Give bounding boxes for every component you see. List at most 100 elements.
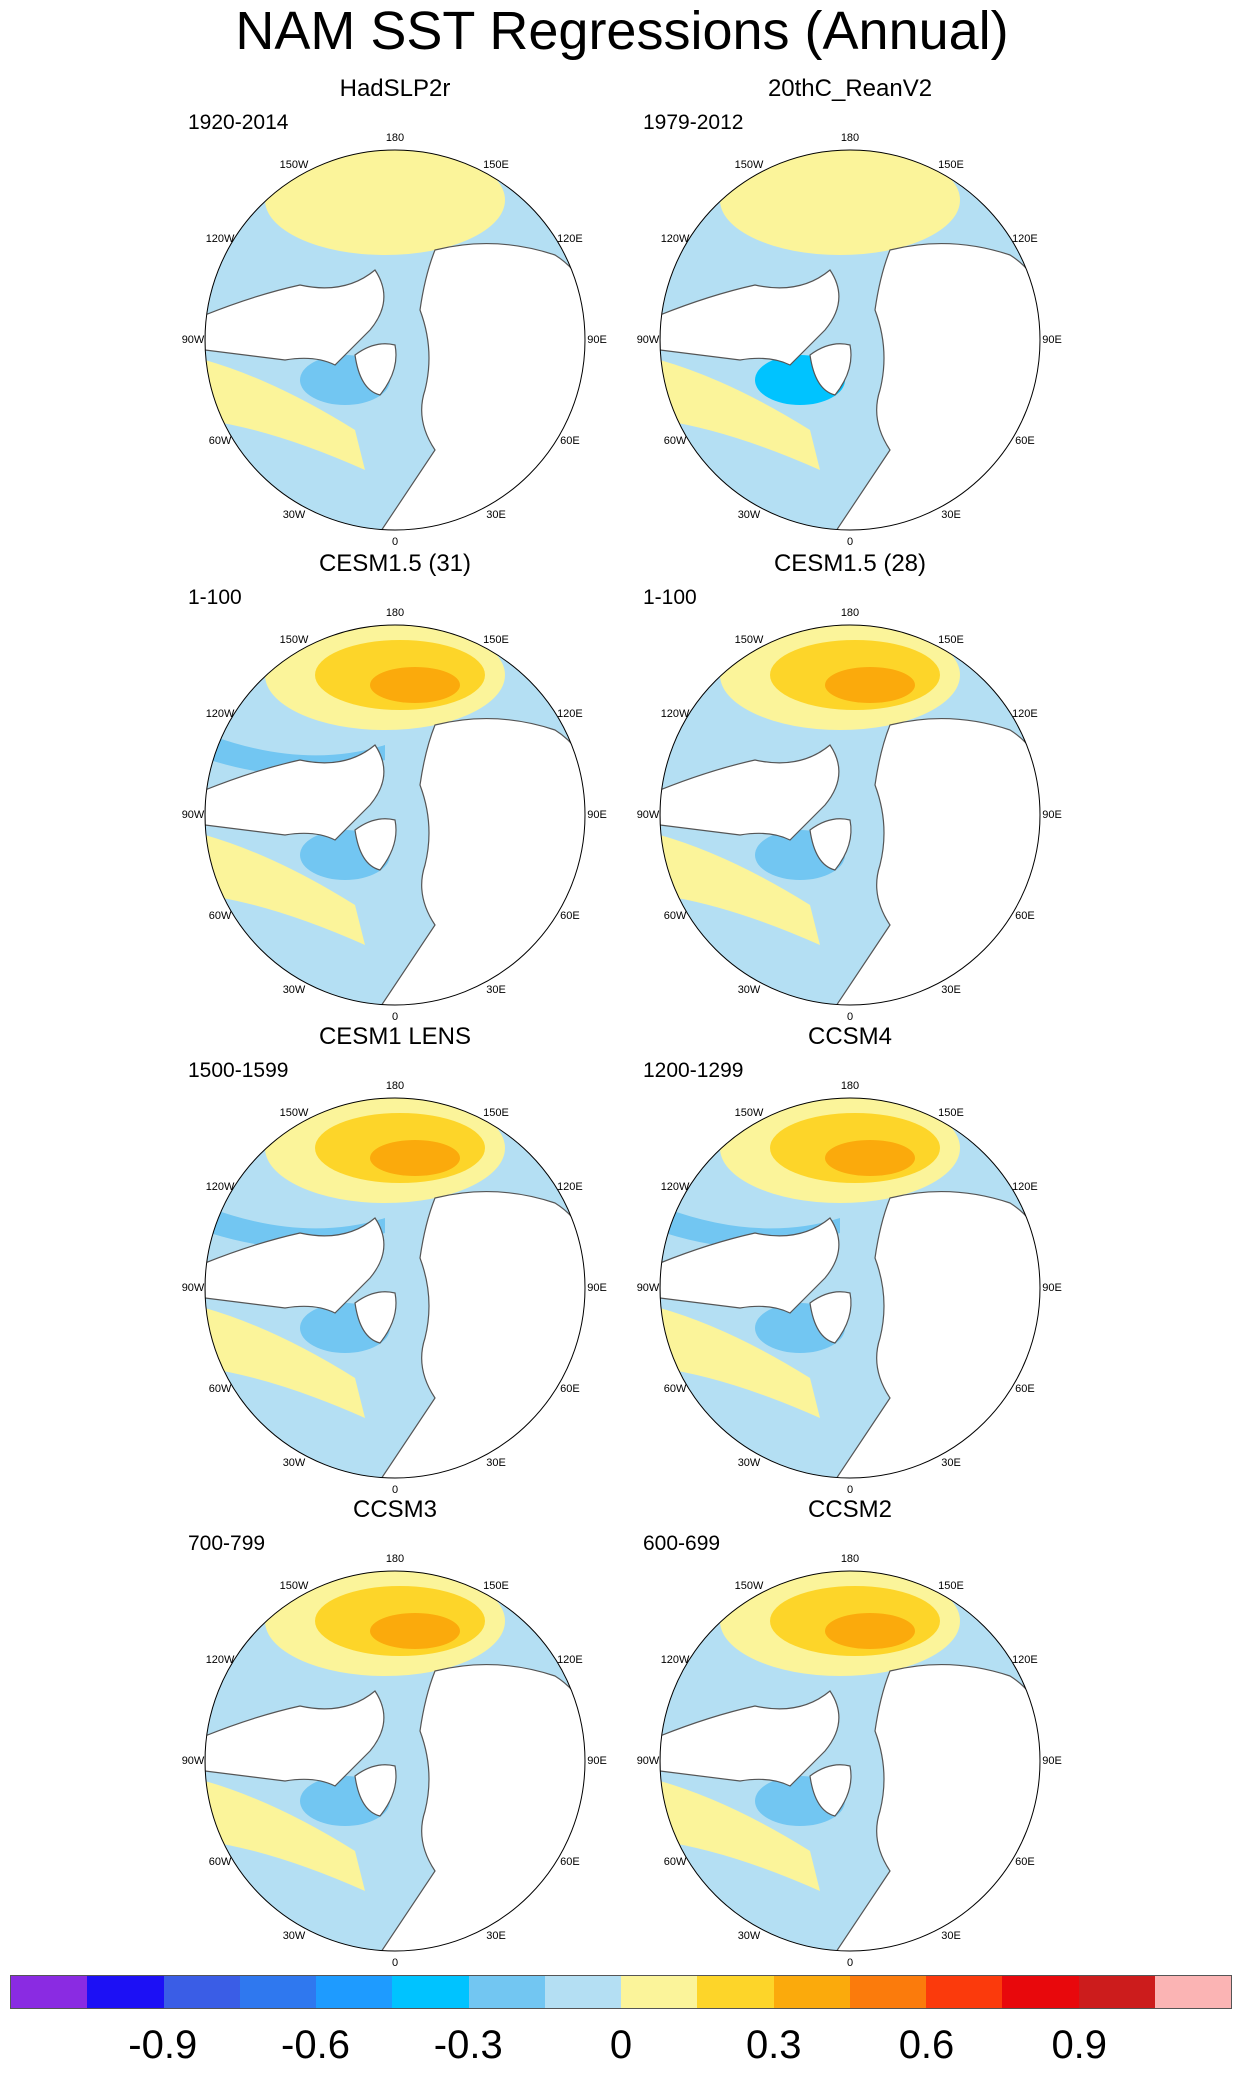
panel-title: CCSM3 (352, 1496, 437, 1523)
longitude-label: 120W (660, 233, 690, 245)
anomaly-region (660, 1308, 820, 1418)
longitude-label: 150W (734, 159, 764, 172)
colorbar-swatch (621, 1976, 698, 2008)
longitude-label: 0 (391, 1957, 399, 1969)
colorbar-tick-label: 0.3 (745, 2023, 802, 2067)
map-boundary (204, 149, 586, 531)
longitude-label: 60E (560, 910, 580, 922)
longitude-label: 60W (208, 1856, 232, 1868)
longitude-label: 90E (587, 1282, 607, 1294)
longitude-label: 150W (734, 634, 764, 647)
colorbar-swatch (163, 1976, 240, 2008)
panel-period: 1979-2012 (643, 111, 744, 134)
longitude-label: 60W (208, 1383, 232, 1395)
longitude-label: 0 (391, 1484, 399, 1496)
longitude-label: 150W (279, 634, 309, 647)
anomaly-region (825, 1140, 915, 1176)
colorbar-swatch (316, 1976, 393, 2008)
longitude-label: 90W (636, 1755, 660, 1767)
anomaly-region (660, 360, 820, 470)
map-panel: CESM1.5 (28) 1-100 180 150E 120E 90E 60E 30E 0 30… (615, 550, 1085, 1023)
land-north-america (660, 269, 840, 366)
longitude-label: 90E (587, 334, 607, 346)
longitude-label: 90E (587, 809, 607, 821)
longitude-label: 60W (663, 435, 687, 447)
longitude-label: 150W (734, 1580, 764, 1593)
longitude-label: 0 (846, 536, 854, 548)
longitude-label: 90W (636, 1282, 660, 1294)
longitude-label: 120W (205, 233, 235, 245)
anomaly-region (370, 1140, 460, 1176)
anomaly-region (720, 150, 960, 255)
land-greenland (809, 1291, 852, 1344)
longitude-label: 90W (181, 1282, 205, 1294)
colorbar-tick-label: -0.9 (128, 2023, 198, 2067)
map-panel: 20thC_ReanV2 1979-2012 180 150E 120E 90E 60E 30… (615, 75, 1085, 548)
longitude-label: 60W (663, 1383, 687, 1395)
panel-period: 1920-2014 (188, 111, 289, 134)
longitude-label: 120W (205, 1181, 235, 1193)
figure-title: NAM SST Regressions (Annual) (235, 1, 1009, 61)
colorbar-swatch (1078, 1976, 1155, 2008)
longitude-label: 0 (846, 1011, 854, 1023)
map-panel: CESM1.5 (31) 1-100 180 150E 120E 90E 60E 30E 0 30… (160, 550, 630, 1023)
polar-map (204, 1570, 586, 1952)
land-greenland (809, 818, 852, 871)
longitude-label: 30E (486, 1929, 506, 1942)
longitude-label: 150W (734, 1107, 764, 1120)
longitude-label: 150E (483, 1580, 509, 1593)
longitude-label: 60E (1015, 435, 1035, 447)
panel-period: 600-699 (643, 1532, 721, 1555)
longitude-label: 120E (557, 1181, 583, 1193)
longitude-label: 120E (1012, 1181, 1038, 1193)
longitude-label: 0 (391, 1011, 399, 1023)
longitude-label: 90E (587, 1755, 607, 1767)
longitude-label: 30W (282, 1929, 306, 1942)
longitude-label: 30E (941, 508, 961, 521)
longitude-label: 60W (663, 910, 687, 922)
longitude-label: 180 (840, 607, 860, 619)
land-north-america (205, 269, 385, 366)
longitude-label: 30E (941, 1929, 961, 1942)
longitude-label: 120W (660, 708, 690, 720)
panel-title: HadSLP2r (339, 75, 451, 102)
map-boundary (659, 1097, 1041, 1479)
longitude-label: 60E (560, 1383, 580, 1395)
longitude-label: 150E (483, 634, 509, 647)
longitude-label: 180 (385, 607, 405, 619)
longitude-label: 150E (483, 159, 509, 172)
longitude-label: 180 (385, 1080, 405, 1092)
land-greenland (354, 1291, 397, 1344)
longitude-label: 150E (938, 1107, 964, 1120)
longitude-label: 150E (938, 159, 964, 172)
longitude-label: 120W (660, 1181, 690, 1193)
polar-map (204, 149, 586, 531)
longitude-label: 30W (282, 983, 306, 996)
panel-period: 1-100 (188, 586, 242, 609)
longitude-label: 0 (391, 536, 399, 548)
land-greenland (354, 818, 397, 871)
land-north-america (205, 744, 385, 841)
longitude-label: 30W (737, 983, 761, 996)
longitude-label: 120E (557, 708, 583, 720)
map-boundary (204, 1097, 586, 1479)
longitude-label: 180 (840, 1553, 860, 1565)
map-panel: CCSM2 600-699 180 150E 120E 90E 60E 30E 0 30W 60W 9… (615, 1496, 1085, 1969)
longitude-label: 60W (663, 1856, 687, 1868)
longitude-label: 120E (557, 233, 583, 245)
longitude-label: 30W (737, 1456, 761, 1469)
panel-title: CCSM2 (807, 1496, 892, 1523)
map-panel: CESM1 LENS 1500-1599 180 150E 120E 90E 60E 30E 0… (160, 1023, 630, 1496)
colorbar-swatch (11, 1976, 88, 2008)
longitude-label: 90E (1042, 1282, 1062, 1294)
longitude-label: 120E (557, 1654, 583, 1666)
longitude-label: 60E (1015, 1383, 1035, 1395)
colorbar-swatch (544, 1976, 621, 2008)
map-boundary (204, 1570, 586, 1952)
land-north-america (205, 1217, 385, 1314)
colorbar-swatch (87, 1976, 164, 2008)
land-greenland (809, 343, 852, 396)
panel-title: CCSM4 (807, 1023, 892, 1050)
colorbar-swatch (926, 1976, 1003, 2008)
longitude-label: 120E (1012, 1654, 1038, 1666)
